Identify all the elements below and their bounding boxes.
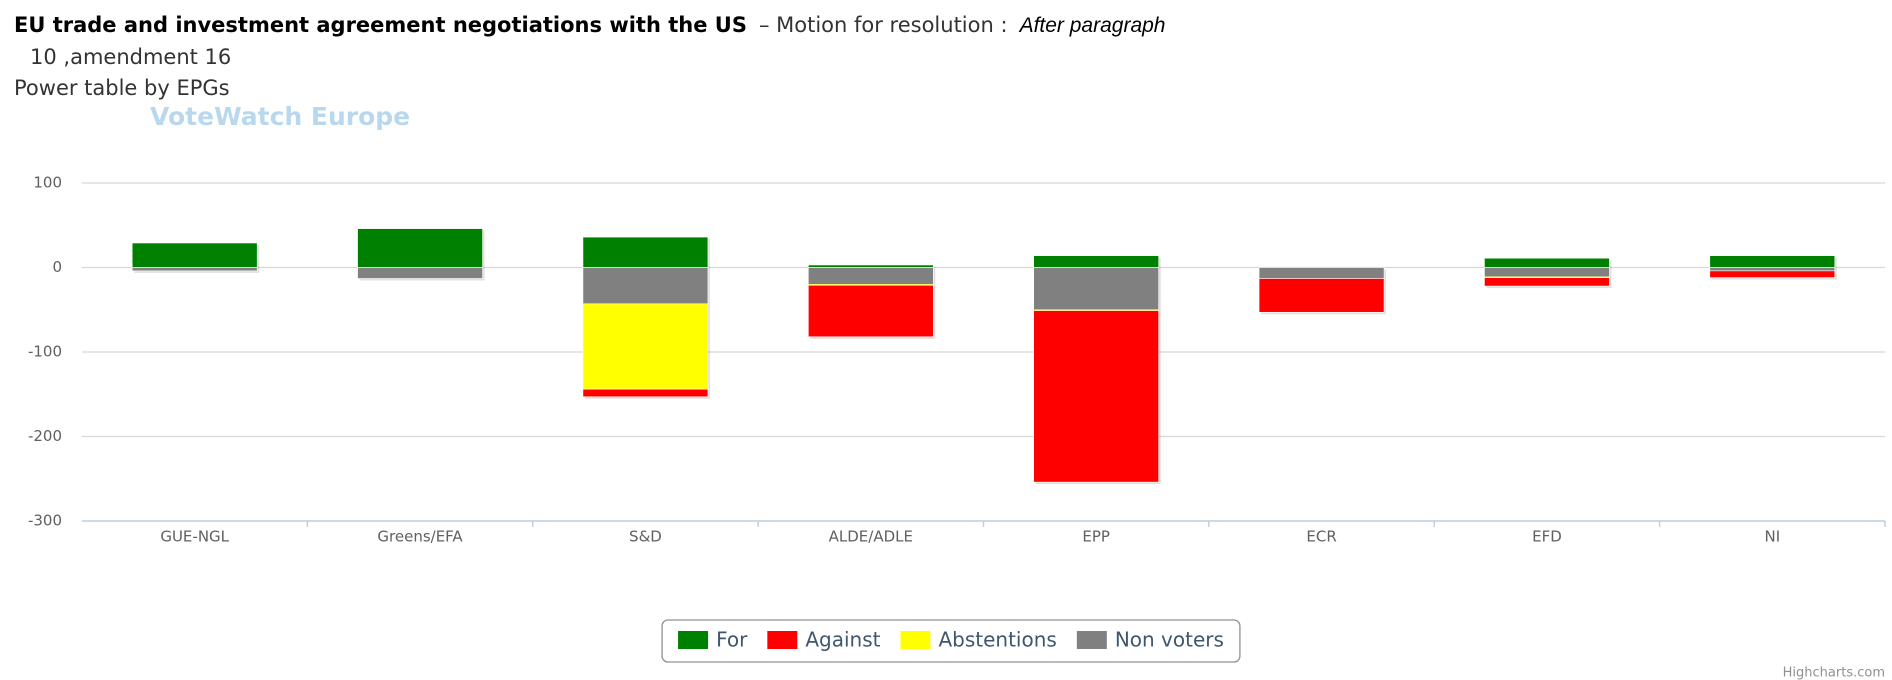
- bar-segment: [582, 267, 709, 305]
- bar-segment: [808, 264, 934, 268]
- bar-segment: [1709, 267, 1836, 272]
- bar-segment: [1709, 270, 1836, 278]
- legend-label: Non voters: [1115, 628, 1224, 652]
- bar-segment: [808, 267, 934, 285]
- y-tick-label: -200: [28, 427, 62, 445]
- legend-swatch: [900, 631, 931, 649]
- legend-swatch: [1076, 631, 1107, 649]
- x-tick-label: ECR: [1306, 528, 1336, 546]
- bar-segment: [582, 236, 709, 268]
- x-tick-label: S&D: [629, 528, 662, 546]
- y-tick-label: 0: [52, 258, 62, 276]
- bar-segment: [357, 267, 483, 279]
- chart-title-suffix: – Motion for resolution :: [759, 13, 1008, 37]
- credits: Highcharts.com: [1783, 666, 1885, 680]
- legend-label: Abstentions: [938, 628, 1056, 652]
- y-tick-label: 100: [33, 174, 62, 192]
- bar-shadow: [134, 269, 260, 273]
- y-tick-label: -300: [28, 512, 62, 530]
- bar-segment: [1484, 257, 1610, 268]
- bar-segment: [808, 284, 934, 338]
- bar-segment: [808, 284, 934, 286]
- legend: For Against Abstentions Non voters: [661, 619, 1241, 663]
- x-tick-label: ALDE/ADLE: [829, 528, 913, 546]
- legend-swatch: [678, 631, 709, 649]
- x-tick-label: EPP: [1082, 528, 1110, 546]
- bar-segment: [131, 242, 258, 268]
- bar-segment: [1484, 276, 1610, 278]
- bar-segment: [582, 303, 709, 390]
- bar-segment: [1033, 310, 1159, 483]
- bar-segment: [357, 228, 483, 268]
- y-tick-label: -100: [28, 343, 62, 361]
- chart-title-italic: After paragraph: [1018, 14, 1166, 37]
- chart-title-line: EU trade and investment agreement negoti…: [14, 13, 1166, 37]
- legend-swatch: [767, 631, 798, 649]
- chart-title: EU trade and investment agreement negoti…: [14, 13, 747, 37]
- x-tick-label: GUE-NGL: [160, 528, 229, 546]
- legend-box: [661, 619, 1241, 663]
- legend-label: Against: [805, 628, 880, 652]
- legend-label: For: [716, 628, 748, 652]
- bar-segment: [1484, 277, 1610, 287]
- bar-segment: [1258, 267, 1385, 279]
- bar-segment: [1258, 278, 1385, 313]
- bar-segment: [1709, 255, 1836, 268]
- watermark: VoteWatch Europe: [150, 102, 410, 131]
- x-tick-label: EFD: [1532, 528, 1562, 546]
- chart-subtitle: Power table by EPGs: [14, 76, 230, 100]
- bar-segment: [1033, 255, 1159, 268]
- x-tick-label: NI: [1764, 528, 1780, 546]
- chart-title-line2: 10 ,amendment 16: [30, 45, 231, 69]
- bar-segment: [582, 388, 709, 398]
- x-tick-label: Greens/EFA: [377, 528, 463, 546]
- bar-segment: [1033, 267, 1159, 311]
- bar-segment: [131, 267, 258, 272]
- bar-segment: [1484, 267, 1610, 278]
- bar-segment: [1033, 309, 1159, 311]
